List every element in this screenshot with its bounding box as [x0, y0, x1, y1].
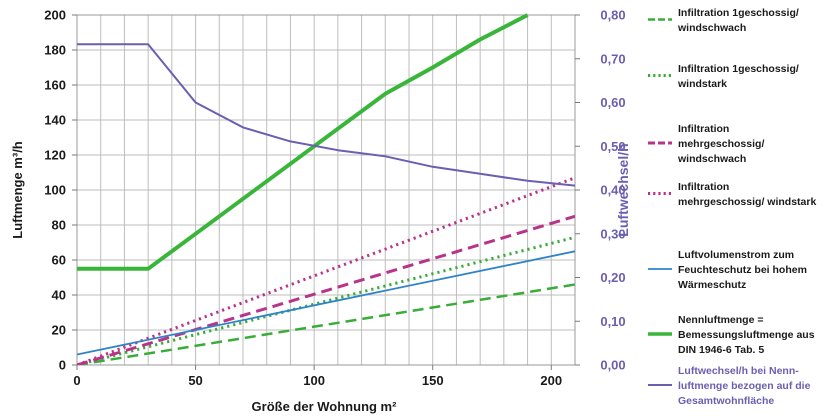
y2-tick-label: 0,40 [600, 183, 625, 198]
series-line-7 [77, 43, 575, 187]
series-group [77, 13, 575, 365]
x-tick-label: 150 [422, 373, 444, 388]
grid [77, 14, 576, 365]
legend-label: Wärmeschutz [678, 279, 746, 291]
y-axis-title: Luftmenge m³/h [10, 141, 25, 239]
y-tick-label: 80 [52, 218, 66, 233]
series-line-5 [77, 250, 575, 356]
series-line-6 [77, 13, 529, 271]
legend-label: windstark [677, 78, 727, 90]
legend-label: Nennluftmenge = [678, 314, 763, 326]
y2-axis-title: Luftwechsel/h [615, 143, 631, 236]
y2-tick-label: 0,00 [600, 358, 625, 373]
y-tick-label: 0 [59, 358, 66, 373]
y2-tick-label: 0,10 [600, 314, 625, 329]
x-axis-title: Größe der Wohnung m² [252, 399, 398, 414]
y2-tick-label: 0,70 [600, 51, 625, 66]
y-tick-label: 60 [52, 253, 66, 268]
x-tick-label: 200 [540, 373, 562, 388]
legend-entry-2: Infiltration 1geschossig/windstark [648, 63, 799, 90]
legend-label: windschwach [677, 153, 746, 165]
legend-label: Infiltration [678, 181, 729, 193]
legend-label: Feuchteschutz bei hohem [678, 264, 807, 276]
y2-tick-label: 0,30 [600, 226, 625, 241]
y2-tick-label: 0,20 [600, 270, 625, 285]
legend-entry-3: Infiltration mehrgeschossig/windschwach [648, 123, 764, 165]
series-line-4 [77, 176, 575, 365]
legend-entry-6: Nennluftmenge = Bemessungsluftmenge aus DI… [648, 314, 815, 356]
x-tick-label: 50 [188, 373, 202, 388]
legend-label: Gesamtwohnfläche [678, 395, 774, 407]
y-tick-label: 200 [44, 8, 66, 23]
y2-tick-label: 0,50 [600, 139, 625, 154]
x-tick-label: 0 [73, 373, 80, 388]
legend-entry-7: Luftwechsel/h bei Nenn-luftmenge bezogen… [648, 365, 811, 407]
legend-label: Luftwechsel/h bei Nenn- [678, 365, 799, 377]
legend-label: Bemessungsluftmenge aus [678, 329, 815, 341]
y-tick-label: 180 [44, 43, 66, 58]
legend-label: mehrgeschossig/ [678, 138, 764, 150]
legend-label: Infiltration 1geschossig/ [678, 7, 799, 19]
y2-tick-label: 0,80 [600, 8, 625, 23]
y2-tick-label: 0,60 [600, 95, 625, 110]
legend-label: DIN 1946-6 Tab. 5 [678, 344, 764, 356]
series-line-2 [77, 235, 575, 365]
y-tick-label: 160 [44, 78, 66, 93]
legend-label: luftmenge bezogen auf die [678, 380, 811, 392]
y-tick-label: 100 [44, 183, 66, 198]
legend-entry-4: Infiltration mehrgeschossig/ windstark [648, 181, 816, 208]
y-tick-label: 140 [44, 113, 66, 128]
y-tick-label: 20 [52, 323, 66, 338]
y-tick-label: 40 [52, 288, 66, 303]
x-tick-label: 100 [303, 373, 325, 388]
y-tick-label: 120 [44, 148, 66, 163]
legend-entry-5: Luftvolumenstrom zum Feuchteschutz bei ho… [648, 249, 807, 291]
legend-label: Luftvolumenstrom zum [678, 249, 794, 261]
legend-entry-1: Infiltration 1geschossig/windschwach [648, 7, 799, 34]
legend-label: windschwach [677, 22, 746, 34]
series-line-3 [77, 214, 575, 365]
legend-label: mehrgeschossig/ windstark [678, 196, 816, 208]
series-line-1 [77, 283, 575, 365]
legend-label: Infiltration 1geschossig/ [678, 63, 799, 75]
legend-label: Infiltration [678, 123, 729, 135]
